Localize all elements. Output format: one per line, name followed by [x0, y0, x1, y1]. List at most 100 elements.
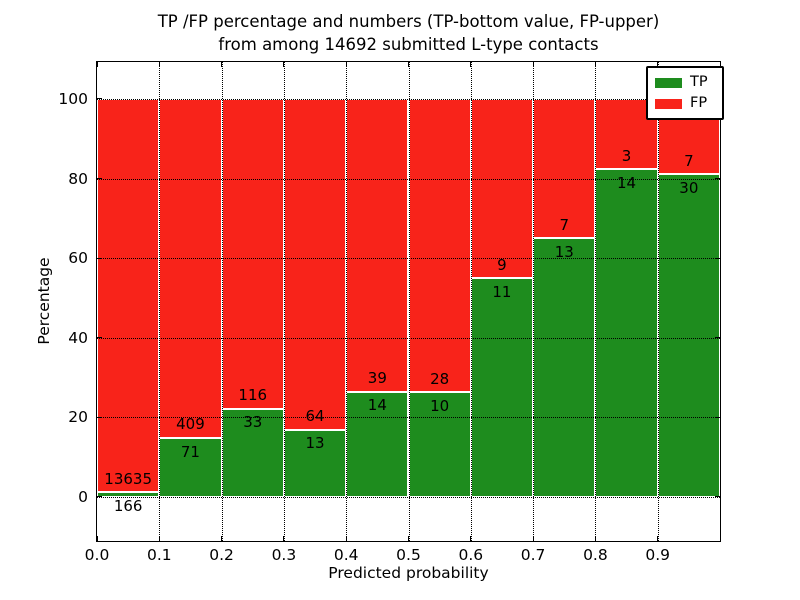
y-tick-label: 80: [68, 169, 88, 188]
fp-bar-segment: [97, 98, 160, 493]
y-tick-mark: [97, 496, 102, 498]
fp-bar-segment: [470, 98, 534, 278]
x-axis-label: Predicted probability: [328, 564, 489, 582]
x-tick-mark-top: [470, 62, 472, 67]
x-tick-mark-top: [532, 62, 534, 67]
x-tick-mark-top: [408, 62, 409, 67]
fp-count-label: 7: [684, 151, 694, 170]
x-tick-mark: [96, 536, 98, 541]
vertical-gridline: [408, 62, 410, 541]
x-tick-mark-top: [221, 62, 223, 67]
tp-bar-segment: [657, 174, 720, 497]
vertical-gridline: [595, 62, 597, 541]
tp-count-label: 10: [430, 396, 450, 415]
y-tick-mark-right: [715, 337, 720, 339]
fp-bar-segment: [346, 98, 409, 392]
fp-count-label: 3: [621, 146, 632, 165]
plot-area: 13635 166 409 71 116 33 64 13 39 14 28 10 9 11 7 13 3 14 7…: [96, 62, 720, 541]
tp-bar-segment: [159, 437, 222, 497]
fp-bar-segment: [221, 98, 284, 409]
x-tick-label: 0.0: [84, 546, 110, 564]
y-tick-label: 60: [68, 249, 88, 268]
y-tick-mark-right: [715, 257, 720, 259]
fp-count-label: 409: [176, 415, 205, 434]
tp-bar-segment: [97, 492, 160, 497]
legend-label-tp: TP: [690, 74, 708, 90]
vertical-gridline: [657, 62, 659, 541]
x-tick-mark: [221, 536, 223, 541]
x-tick-mark-top: [283, 62, 285, 67]
legend-entry-fp: FP: [655, 93, 722, 114]
y-tick-label: 20: [68, 408, 88, 427]
tp-count-label: 166: [113, 496, 143, 515]
tp-count-label: 30: [679, 178, 699, 197]
x-tick-label: 0.8: [583, 546, 608, 564]
x-tick-mark: [408, 536, 409, 541]
x-tick-mark: [158, 536, 160, 541]
x-tick-label: 0.1: [146, 546, 172, 564]
x-tick-label: 0.3: [271, 546, 297, 564]
tp-count-label: 14: [616, 173, 637, 192]
vertical-gridline: [221, 62, 223, 541]
fp-count-label: 13635: [104, 469, 152, 488]
vertical-gridline: [159, 62, 161, 541]
fp-count-label: 116: [238, 386, 268, 405]
tp-count-label: 11: [492, 282, 512, 301]
x-tick-mark-top: [594, 62, 596, 67]
tp-count-label: 13: [305, 434, 325, 453]
x-tick-mark: [283, 536, 285, 541]
fp-count-label: 39: [367, 369, 387, 388]
x-tick-label: 0.4: [333, 546, 359, 564]
tp-bar-segment: [283, 429, 347, 497]
legend-label-fp: FP: [690, 95, 708, 111]
x-tick-mark: [657, 536, 659, 541]
fp-bar-segment: [533, 98, 596, 239]
y-tick-mark: [97, 178, 102, 180]
tp-bar-segment: [595, 169, 658, 497]
vertical-gridline: [283, 62, 285, 541]
y-tick-mark-right: [715, 416, 720, 418]
y-tick-label: 0: [78, 487, 88, 506]
fp-count-label: 64: [305, 407, 325, 426]
y-tick-label: 40: [68, 328, 88, 347]
fp-bar-segment: [283, 98, 347, 430]
y-tick-mark-right: [715, 178, 720, 180]
x-tick-mark: [532, 536, 534, 541]
chart-title-line2: from among 14692 submitted L-type contac…: [218, 34, 599, 54]
vertical-gridline: [470, 62, 472, 541]
fp-bar-segment: [159, 98, 222, 438]
tp-bar-segment: [346, 391, 409, 497]
y-tick-mark-right: [715, 496, 720, 498]
legend-entry-tp: TP: [655, 72, 722, 93]
tp-bar-segment: [533, 238, 596, 497]
tp-count-label: 33: [243, 413, 263, 432]
tp-count-label: 13: [554, 242, 574, 261]
y-tick-label: 100: [58, 89, 88, 108]
fp-color-swatch: [655, 98, 682, 109]
x-tick-mark: [345, 536, 347, 541]
x-tick-mark-top: [96, 62, 98, 67]
tp-count-label: 14: [367, 396, 387, 415]
legend: TP FP: [646, 66, 724, 120]
y-tick-mark: [97, 257, 102, 259]
y-tick-mark: [97, 98, 102, 100]
chart-title-line1: TP /FP percentage and numbers (TP-bottom…: [157, 12, 660, 31]
vertical-gridline: [533, 62, 535, 541]
x-tick-label: 0.5: [396, 546, 421, 564]
x-tick-mark-top: [158, 62, 160, 67]
y-tick-mark: [97, 416, 102, 418]
fp-bar-segment: [408, 98, 471, 393]
x-tick-mark: [470, 536, 472, 541]
fp-count-label: 7: [559, 215, 570, 234]
tp-color-swatch: [655, 77, 682, 88]
fp-count-label: 9: [497, 255, 507, 274]
tp-count-label: 71: [180, 442, 200, 461]
x-tick-label: 0.7: [520, 546, 546, 564]
chart-title: TP /FP percentage and numbers (TP-bottom…: [97, 11, 720, 56]
vertical-gridline: [346, 62, 348, 541]
x-tick-label: 0.6: [458, 546, 484, 564]
fp-count-label: 28: [430, 369, 450, 388]
x-tick-mark: [594, 536, 596, 541]
x-tick-label: 0.2: [209, 546, 234, 564]
